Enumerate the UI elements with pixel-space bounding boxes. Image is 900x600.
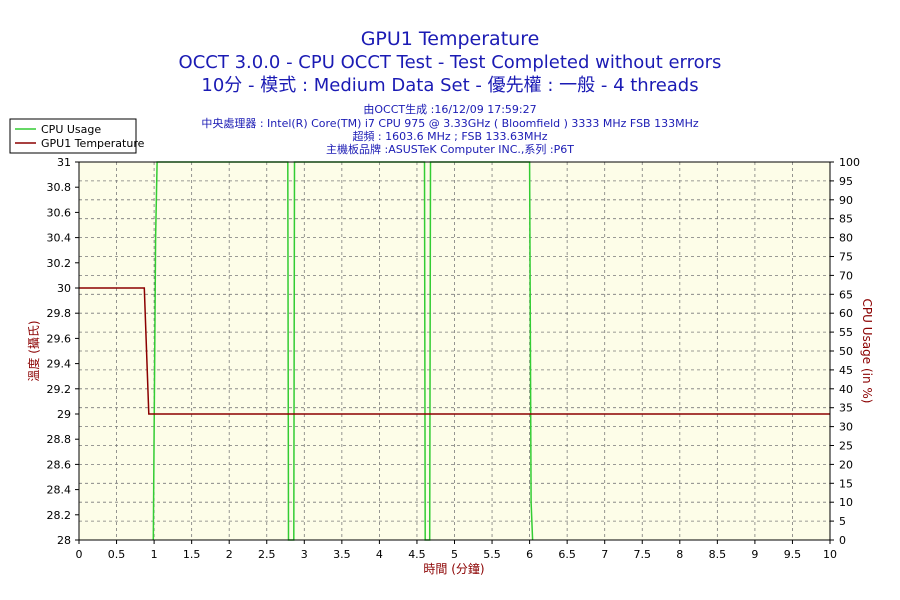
x-tick-label: 2 bbox=[226, 548, 233, 561]
y-tick-label: 29.2 bbox=[47, 383, 72, 396]
y-right-tick-label: 15 bbox=[839, 477, 853, 490]
legend-box bbox=[9, 118, 137, 154]
y-right-tick-label: 0 bbox=[839, 534, 846, 547]
y-tick-labels-left: 28 28.2 28.4 28.6 28.8 29 29.2 29.4 29.6 29.8 30 30… bbox=[47, 156, 79, 547]
y-tick-label: 30.2 bbox=[47, 257, 72, 270]
y-tick-label: 29 bbox=[57, 408, 71, 421]
legend: CPU Usage GPU1 Temperature bbox=[9, 118, 145, 154]
x-tick-label: 7.5 bbox=[634, 548, 652, 561]
info-line-3: 超頻 : 1603.6 MHz ; FSB 133.63MHz bbox=[352, 129, 547, 143]
y-right-tick-label: 65 bbox=[839, 288, 853, 301]
x-tick-label: 5 bbox=[451, 548, 458, 561]
x-tick-label: 9 bbox=[751, 548, 758, 561]
y-right-tick-label: 30 bbox=[839, 421, 853, 434]
y-tick-label: 28.6 bbox=[47, 458, 72, 471]
y-right-tick-label: 55 bbox=[839, 326, 853, 339]
x-tick-label: 7 bbox=[601, 548, 608, 561]
y-tick-label: 29.8 bbox=[47, 307, 72, 320]
x-tick-label: 2.5 bbox=[258, 548, 276, 561]
info-line-1: 由OCCT生成 :16/12/09 17:59:27 bbox=[363, 102, 536, 116]
series-line-gpu1-temperature bbox=[79, 287, 830, 415]
x-tick-label: 10 bbox=[823, 548, 837, 561]
y-axis-label-left: 溫度 (攝氏) bbox=[26, 320, 41, 381]
y-right-tick-label: 10 bbox=[839, 496, 853, 509]
y-right-tick-label: 90 bbox=[839, 194, 853, 207]
x-tick-label: 1.5 bbox=[183, 548, 201, 561]
y-right-tick-label: 75 bbox=[839, 251, 853, 264]
y-right-tick-label: 85 bbox=[839, 213, 853, 226]
y-tick-label: 28.4 bbox=[47, 484, 72, 497]
x-tick-label: 0 bbox=[76, 548, 83, 561]
x-tick-label: 9.5 bbox=[784, 548, 802, 561]
y-right-tick-label: 80 bbox=[839, 232, 853, 245]
y-right-tick-label: 50 bbox=[839, 345, 853, 358]
x-tick-label: 3 bbox=[301, 548, 308, 561]
legend-label-cpu-usage: CPU Usage bbox=[41, 123, 101, 136]
x-tick-label: 0.5 bbox=[108, 548, 126, 561]
x-tick-label: 6 bbox=[526, 548, 533, 561]
y-tick-label: 30.6 bbox=[47, 206, 72, 219]
y-tick-label: 28.2 bbox=[47, 509, 72, 522]
y-right-tick-label: 35 bbox=[839, 402, 853, 415]
x-tick-label: 3.5 bbox=[333, 548, 351, 561]
y-tick-label: 30.4 bbox=[47, 232, 72, 245]
info-line-2: 中央處理器 : Intel(R) Core(TM) i7 CPU 975 @ 3… bbox=[201, 116, 699, 130]
x-tick-labels: 0 0.5 1 1.5 2 2.5 3 3.5 4 4.5 5 5.5 6 6.5 7 7.5 8 8.5 9 9.5… bbox=[76, 540, 837, 561]
x-tick-label: 5.5 bbox=[483, 548, 501, 561]
y-tick-label: 28 bbox=[57, 534, 71, 547]
y-right-tick-label: 70 bbox=[839, 269, 853, 282]
y-tick-label: 29.4 bbox=[47, 358, 72, 371]
y-axis-label-right: CPU Usage (in %) bbox=[860, 299, 874, 404]
y-right-tick-label: 100 bbox=[839, 156, 860, 169]
legend-label-gpu1-temperature: GPU1 Temperature bbox=[41, 137, 145, 150]
x-tick-label: 8.5 bbox=[709, 548, 727, 561]
chart-title: GPU1 Temperature bbox=[361, 28, 540, 50]
y-tick-label: 30 bbox=[57, 282, 71, 295]
y-tick-label: 29.6 bbox=[47, 332, 72, 345]
grid bbox=[79, 162, 830, 540]
x-axis-label: 時間 (分鐘) bbox=[423, 561, 484, 576]
x-tick-label: 6.5 bbox=[558, 548, 576, 561]
y-tick-label: 28.8 bbox=[47, 433, 72, 446]
y-tick-label: 31 bbox=[57, 156, 71, 169]
y-right-tick-label: 20 bbox=[839, 458, 853, 471]
info-line-4: 主機板品牌 :ASUSTeK Computer INC.,系列 :P6T bbox=[326, 142, 574, 156]
y-tick-labels-right: 0 5 10 15 20 25 30 35 40 45 50 55 60 65 70 75 80 85 90 95 10… bbox=[830, 156, 860, 547]
x-tick-label: 4.5 bbox=[408, 548, 426, 561]
chart-subtitle-1: OCCT 3.0.0 - CPU OCCT Test - Test Comple… bbox=[179, 52, 722, 73]
x-tick-label: 1 bbox=[151, 548, 158, 561]
y-right-tick-label: 60 bbox=[839, 307, 853, 320]
y-tick-label: 30.8 bbox=[47, 181, 72, 194]
y-right-tick-label: 45 bbox=[839, 364, 853, 377]
chart-subtitle-2: 10分 - 模式 : Medium Data Set - 優先權 : 一般 - … bbox=[201, 75, 698, 96]
x-tick-label: 8 bbox=[676, 548, 683, 561]
y-right-tick-label: 5 bbox=[839, 515, 846, 528]
y-right-tick-label: 40 bbox=[839, 383, 853, 396]
x-tick-label: 4 bbox=[376, 548, 383, 561]
y-right-tick-label: 95 bbox=[839, 175, 853, 188]
y-right-tick-label: 25 bbox=[839, 440, 853, 453]
